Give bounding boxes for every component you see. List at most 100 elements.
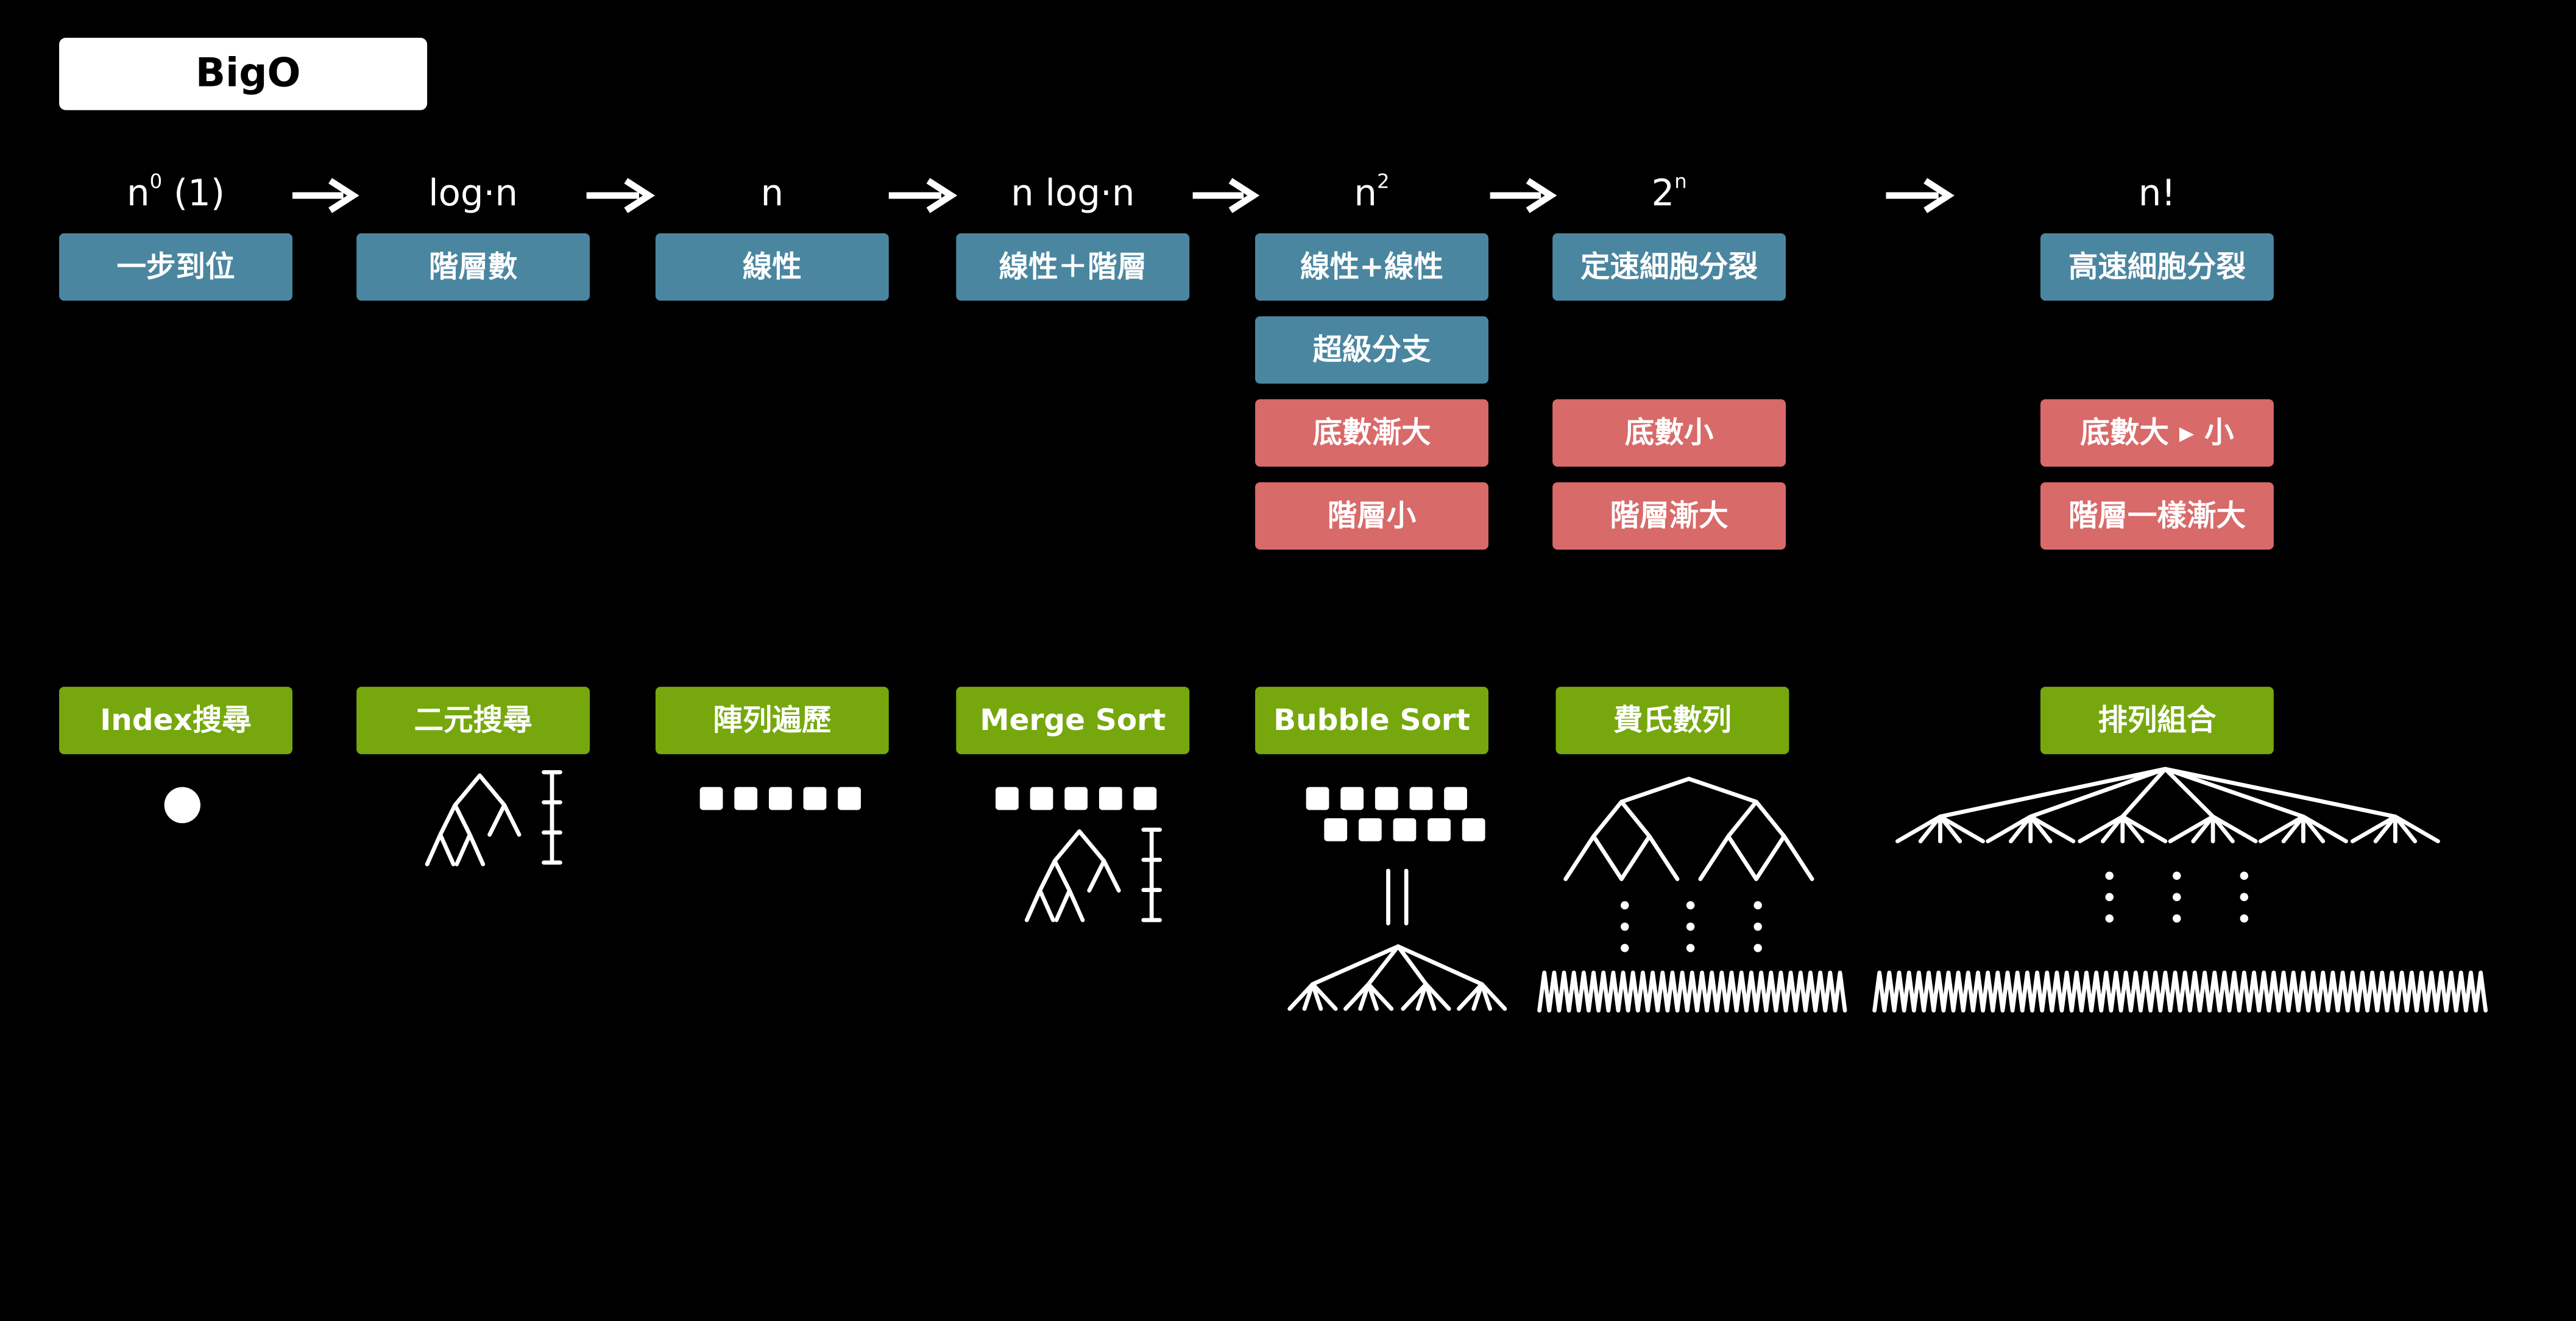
square-icon <box>1358 818 1382 841</box>
trait-box <box>1255 316 1488 384</box>
complexity: n log·n <box>1011 172 1134 214</box>
square-icon <box>1409 787 1433 810</box>
dot-icon <box>1621 923 1629 931</box>
trait: 線性＋階層 <box>999 250 1147 284</box>
square-icon <box>1428 818 1451 841</box>
complexity-suffix: (1) <box>162 172 225 214</box>
dot-icon <box>1753 923 1762 931</box>
example: 二元搜尋 <box>414 703 533 737</box>
note: 階層一樣漸大 <box>2068 498 2246 533</box>
example: Index搜尋 <box>100 703 252 737</box>
arrow <box>292 178 359 213</box>
example-box <box>1555 687 1789 754</box>
square-icon <box>734 787 758 810</box>
arrow <box>1886 178 1955 213</box>
example: Merge Sort <box>980 703 1166 737</box>
square-icon <box>996 787 1019 810</box>
trait: 線性 <box>743 250 802 284</box>
trait-box <box>59 233 292 301</box>
zigzag-icon <box>1537 970 1847 1013</box>
dot-icon <box>1686 923 1695 931</box>
square-icon <box>1099 787 1122 810</box>
complexity: n <box>761 172 784 214</box>
dot-icon <box>2105 893 2114 902</box>
point-icon <box>164 787 200 823</box>
example: 排列組合 <box>2098 703 2217 737</box>
example-box <box>655 687 889 754</box>
arrow <box>1490 178 1557 213</box>
trait: 定速細胞分裂 <box>1580 250 1758 284</box>
tree-icon <box>1024 827 1162 923</box>
parallel-icon <box>1386 868 1409 926</box>
superscript: 0 <box>150 169 163 193</box>
complexity-base: log·n <box>428 172 518 214</box>
arrow <box>888 178 958 213</box>
complexity: n0 (1) <box>127 169 225 214</box>
tree-icon <box>1563 776 1814 881</box>
tree-icon <box>1895 767 2440 843</box>
square-icon <box>1030 787 1053 810</box>
note: 底數小 <box>1625 416 1714 450</box>
dot-icon <box>2240 893 2249 902</box>
example: Bubble Sort <box>1273 703 1470 737</box>
square-icon <box>1306 787 1329 810</box>
example: 費氏數列 <box>1613 703 1732 737</box>
note-box <box>1255 399 1488 467</box>
trait: 階層數 <box>429 250 518 284</box>
dot-icon <box>2240 914 2249 923</box>
complexity: n2 <box>1354 169 1389 214</box>
complexity: 2n <box>1651 169 1686 214</box>
superscript: n <box>1674 169 1686 193</box>
trait-box <box>1552 233 1786 301</box>
tree-icon <box>425 770 562 866</box>
zigzag-icon <box>1872 970 2488 1013</box>
example-box <box>2040 687 2274 754</box>
trait: 一步到位 <box>116 250 235 284</box>
arrow <box>586 178 656 213</box>
dot-icon <box>1686 901 1695 910</box>
trait-box <box>2040 233 2274 301</box>
square-icon <box>838 787 861 810</box>
square-icon <box>699 787 723 810</box>
example: 陣列遍歷 <box>713 703 831 737</box>
square-icon <box>1324 818 1348 841</box>
trait: 高速細胞分裂 <box>2068 250 2246 284</box>
square-icon <box>1133 787 1157 810</box>
example-box <box>1255 687 1488 754</box>
trait-box <box>655 233 889 301</box>
trait-box <box>1255 233 1488 301</box>
trait-box <box>356 233 590 301</box>
note: 階層漸大 <box>1610 498 1729 533</box>
example-box <box>956 687 1190 754</box>
trait: 超級分支 <box>1312 333 1431 367</box>
square-icon <box>1444 787 1467 810</box>
dot-icon <box>1621 944 1629 952</box>
example-box <box>59 687 292 754</box>
complexity-base: n log·n <box>1011 172 1134 214</box>
square-icon <box>803 787 827 810</box>
complexity: log·n <box>428 172 518 214</box>
example-box <box>356 687 590 754</box>
note-box <box>2040 482 2274 550</box>
note-box <box>1552 399 1786 467</box>
square-icon <box>1462 818 1485 841</box>
square-icon <box>1340 787 1364 810</box>
complexity: n! <box>2139 172 2176 214</box>
dot-icon <box>2173 914 2181 923</box>
complexity-base: n <box>1354 172 1377 214</box>
dot-icon <box>2173 871 2181 880</box>
square-icon <box>768 787 792 810</box>
note-box <box>1552 482 1786 550</box>
dot-icon <box>2240 871 2249 880</box>
complexity-base: n <box>761 172 784 214</box>
dot-icon <box>1621 901 1629 910</box>
tree-icon <box>1287 944 1507 1011</box>
dot-icon <box>2105 914 2114 923</box>
dot-icon <box>1686 944 1695 952</box>
note-box <box>1255 482 1488 550</box>
complexity-base: n <box>127 172 150 214</box>
dot-icon <box>2105 871 2114 880</box>
superscript: 2 <box>1377 169 1390 193</box>
